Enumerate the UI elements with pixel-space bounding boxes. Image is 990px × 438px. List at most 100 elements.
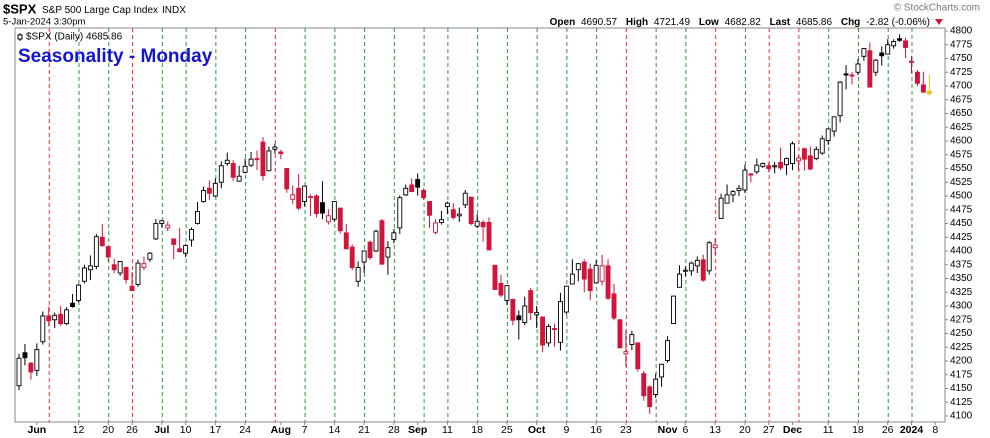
candle-body <box>885 44 891 55</box>
candle-body <box>439 219 444 223</box>
x-tick-label: 16 <box>590 424 602 436</box>
x-tick-label: Aug <box>271 424 291 436</box>
candle-body <box>433 222 438 233</box>
y-tick-label: 4600 <box>950 136 973 147</box>
candle-body <box>22 352 28 359</box>
y-tick-label: 4125 <box>950 397 973 408</box>
x-tick-label: 20 <box>739 424 751 436</box>
candle-body <box>915 71 920 84</box>
candle-body <box>748 173 754 176</box>
candle-body <box>230 163 236 178</box>
candle-body <box>730 191 736 196</box>
y-tick-label: 4100 <box>950 411 973 422</box>
quote-value: 4685.86 <box>796 17 833 28</box>
candle-body <box>200 190 206 202</box>
candle-body <box>159 220 165 224</box>
candle-body <box>64 309 70 325</box>
candle-body <box>224 159 230 164</box>
quote-value: 4690.57 <box>581 17 618 28</box>
candle-body <box>784 158 789 166</box>
candle-body <box>165 224 171 229</box>
candle-body <box>218 165 224 183</box>
candle-body <box>879 52 885 57</box>
x-tick-label: 14 <box>329 424 341 436</box>
candle-body <box>825 128 831 141</box>
candle-body <box>99 236 105 246</box>
candle-body <box>474 220 480 227</box>
quote-label: Low <box>699 17 719 28</box>
candle-body <box>790 143 795 164</box>
candle-body <box>623 351 629 355</box>
candle-body <box>52 314 58 321</box>
candle-body <box>427 201 432 216</box>
quote-label: Chg <box>841 17 860 28</box>
candle-body <box>403 187 409 196</box>
candle-body <box>331 201 337 220</box>
y-tick-label: 4250 <box>950 328 973 339</box>
candle-body <box>659 363 665 378</box>
candle-body <box>599 265 605 282</box>
y-tick-label: 4525 <box>950 177 973 188</box>
candle-body <box>831 116 837 132</box>
y-tick-label: 4625 <box>950 122 973 133</box>
x-tick-label: 13 <box>709 424 721 436</box>
candle-body <box>135 262 141 286</box>
y-tick-label: 4425 <box>950 232 973 243</box>
y-tick-label: 4725 <box>950 67 973 78</box>
symbol: $SPX <box>3 1 37 16</box>
candle-body <box>117 261 123 274</box>
candle-body <box>87 265 93 271</box>
candle-body <box>373 230 379 252</box>
y-tick-label: 4450 <box>950 218 973 229</box>
x-tick-label: 7 <box>302 424 308 436</box>
x-tick-label: 18 <box>852 424 864 436</box>
candle-body <box>516 315 522 321</box>
y-tick-label: 4575 <box>950 149 973 160</box>
candle-body <box>837 81 843 117</box>
candle-body <box>58 313 64 325</box>
x-tick-label: 26 <box>126 424 138 436</box>
candles <box>16 34 932 414</box>
candle-body <box>849 74 855 77</box>
candle-body <box>801 148 807 160</box>
candle-body <box>129 285 135 292</box>
symbol-name: S&P 500 Large Cap Index INDX <box>42 5 186 16</box>
candle-body <box>444 202 450 207</box>
candle-body <box>677 273 682 288</box>
candle-body <box>314 195 319 215</box>
candle-body <box>909 60 914 63</box>
candle-body <box>355 267 361 282</box>
quote-label: Open <box>550 17 576 28</box>
candle-body <box>807 155 813 170</box>
candle-body <box>688 262 694 272</box>
candle-body <box>819 138 825 154</box>
candle-body <box>694 259 700 267</box>
index-name: S&P 500 Large Cap Index <box>42 5 158 16</box>
y-tick-label: 4800 <box>950 26 973 37</box>
candle-body <box>766 165 772 169</box>
x-tick-label: 9 <box>563 424 569 436</box>
candle-body <box>111 264 117 271</box>
candle-body <box>558 301 563 343</box>
candle-body <box>248 158 254 166</box>
candle-body <box>873 59 879 73</box>
candle-body <box>718 197 724 219</box>
candle-body <box>349 246 355 268</box>
candle-body <box>337 207 343 232</box>
candle-body <box>742 169 748 191</box>
candle-body <box>581 261 587 280</box>
candle-body <box>278 151 284 155</box>
candle-body <box>587 268 593 292</box>
candle-body <box>897 38 903 41</box>
candle-body <box>308 196 313 199</box>
candle-body <box>510 298 516 321</box>
week-lines <box>48 28 913 422</box>
candle-body <box>290 194 296 200</box>
candle-body <box>504 285 510 301</box>
x-tick-label: 6 <box>682 424 688 436</box>
candle-body <box>105 246 111 258</box>
x-tick-label: 27 <box>763 424 775 436</box>
candle-body <box>522 305 528 323</box>
x-tick-label: 12 <box>73 424 85 436</box>
quote-label: Last <box>770 17 791 28</box>
